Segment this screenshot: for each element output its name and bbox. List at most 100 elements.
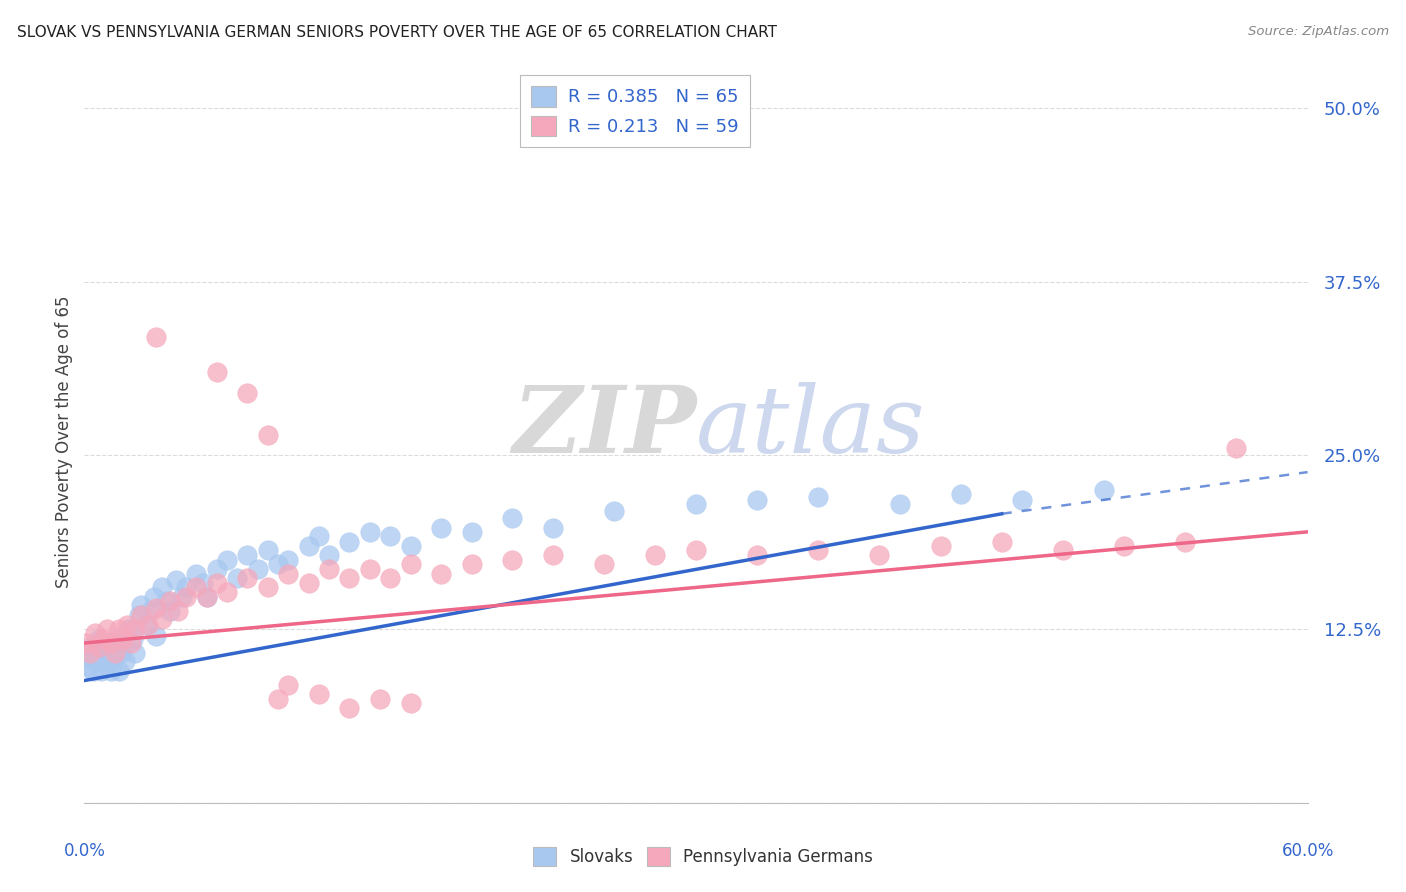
Point [236,385,259,400]
Point [1114,539,1136,553]
Point [267,557,290,571]
Point [359,524,381,539]
Point [339,571,361,585]
Point [91,643,114,657]
Point [308,529,330,543]
Point [83,626,105,640]
Point [145,330,167,344]
Point [174,590,197,604]
Point [298,539,321,553]
Point [108,622,131,636]
Point [79,640,101,655]
Point [236,549,259,563]
Point [226,571,249,585]
Point [150,612,173,626]
Point [135,618,157,632]
Legend: R = 0.385   N = 65, R = 0.213   N = 59: R = 0.385 N = 65, R = 0.213 N = 59 [520,75,749,147]
Point [115,618,138,632]
Point [83,646,105,660]
Point [195,590,218,604]
Point [77,659,100,673]
Point [1092,483,1115,498]
Point [277,552,299,566]
Point [120,636,142,650]
Point [82,664,104,678]
Point [380,571,402,585]
Point [145,629,167,643]
Point [889,497,911,511]
Point [104,646,127,660]
Point [430,521,453,535]
Point [277,678,299,692]
Point [359,562,381,576]
Point [543,549,565,563]
Point [685,542,707,557]
Point [79,646,101,660]
Point [368,691,391,706]
Point [165,574,187,588]
Point [1225,442,1247,456]
Point [644,549,666,563]
Point [399,539,422,553]
Point [131,599,153,613]
Point [172,590,194,604]
Point [1011,492,1033,507]
Point [104,649,127,664]
Point [685,497,707,511]
Point [97,646,120,660]
Point [90,664,112,678]
Point [205,562,228,576]
Point [93,636,115,650]
Point [86,654,108,668]
Point [308,687,330,701]
Point [339,534,361,549]
Point [191,576,214,591]
Point [461,524,484,539]
Point [87,632,110,646]
Point [807,542,830,557]
Point [159,604,181,618]
Point [124,622,146,636]
Point [461,557,484,571]
Point [543,521,565,535]
Point [136,618,159,632]
Point [122,632,145,646]
Point [124,646,146,660]
Point [205,576,228,591]
Point [380,529,402,543]
Point [991,534,1014,549]
Point [1052,542,1074,557]
Point [100,664,122,678]
Text: Source: ZipAtlas.com: Source: ZipAtlas.com [1249,25,1389,38]
Point [929,539,952,553]
Point [399,557,422,571]
Legend: Slovaks, Pennsylvania Germans: Slovaks, Pennsylvania Germans [526,840,880,873]
Point [217,584,239,599]
Point [257,427,280,442]
Point [298,576,321,591]
Point [318,562,340,576]
Point [75,636,97,650]
Point [593,557,616,571]
Point [807,490,830,504]
Point [217,552,239,566]
Point [100,636,122,650]
Point [339,701,361,715]
Text: ZIP: ZIP [512,382,696,472]
Point [603,504,626,518]
Point [195,590,218,604]
Point [1174,534,1197,549]
Point [150,581,173,595]
Point [91,632,114,646]
Point [112,632,135,646]
Point [174,581,197,595]
Point [101,640,124,655]
Point [105,632,128,646]
Point [138,604,160,618]
Point [186,581,208,595]
Point [155,594,177,608]
Point [257,581,280,595]
Point [950,487,973,501]
Point [75,649,97,664]
Text: 0.0%: 0.0% [63,842,105,860]
